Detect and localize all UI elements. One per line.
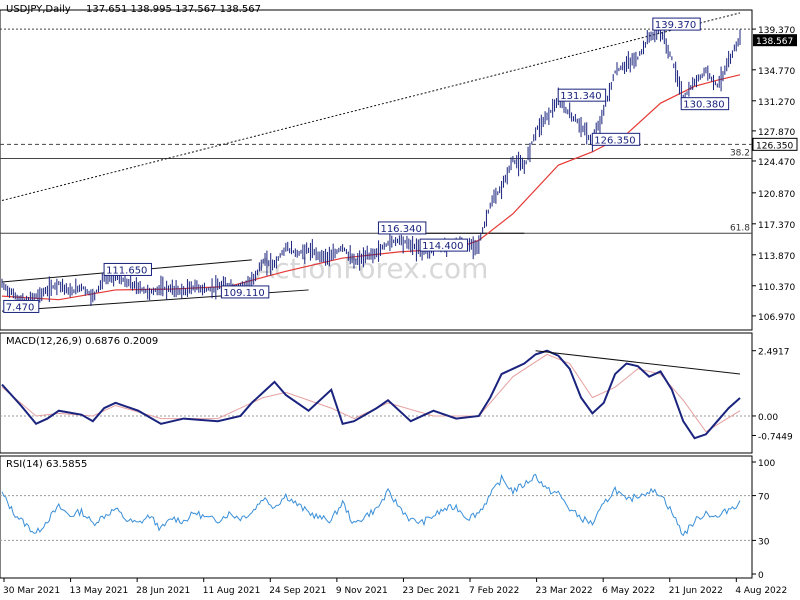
time-axis-label: 13 May 2021 xyxy=(70,586,129,596)
macd-line xyxy=(1,349,741,440)
price-title: USDJPY,Daily xyxy=(6,4,71,15)
price-axis-label: 106.970 xyxy=(758,313,795,323)
annotation-label: 130.380 xyxy=(683,100,724,111)
time-axis-label: 23 Mar 2022 xyxy=(536,586,593,596)
annotation-box xyxy=(377,221,427,235)
rsi-panel-frame xyxy=(0,455,753,579)
annotation-label: 7.470 xyxy=(6,302,35,313)
rsi-axis: 100 70 30 0 xyxy=(752,459,775,581)
price-axis-label: 110.370 xyxy=(758,283,795,293)
annotation-label: 126.350 xyxy=(594,135,635,146)
fib-label: 61.8 xyxy=(730,223,750,233)
rsi-layer xyxy=(0,473,752,541)
annotation-box xyxy=(419,238,468,252)
time-axis-label: 23 Dec 2021 xyxy=(402,586,460,596)
annotation-box xyxy=(3,299,40,313)
annotation-box xyxy=(591,132,641,146)
rsi-panel: RSI(14) 63.5855 100 70 30 0 xyxy=(0,455,775,581)
macd-axis-label: -0.7449 xyxy=(758,432,793,442)
macd-axis-label: 0.00 xyxy=(758,413,778,423)
annotation-box xyxy=(220,285,270,299)
time-axis-label: 24 Sep 2021 xyxy=(269,586,326,596)
rsi-axis-label: 100 xyxy=(758,459,775,469)
annotation-label: 116.340 xyxy=(380,224,421,235)
price-axis-label: 124.470 xyxy=(758,158,795,168)
level-axis-label: 126.350 xyxy=(756,141,793,151)
price-axis-label: 127.870 xyxy=(758,128,795,138)
annotation-label: 139.370 xyxy=(655,20,696,31)
time-axis-label: 30 Mar 2021 xyxy=(3,586,60,596)
price-panel-frame xyxy=(0,9,753,331)
ohlc-header: 137.651 138.995 137.567 138.567 xyxy=(86,4,261,15)
time-axis-label: 7 Feb 2022 xyxy=(469,586,519,596)
watermark: ActionForex.com xyxy=(256,252,489,285)
macd-panel: MACD(12,26,9) 0.6876 0.2009 2.4917 0.00 -0… xyxy=(0,332,793,454)
price-panel: USDJPY,Daily 137.651 138.995 137.567 138… xyxy=(0,4,798,331)
annotation-box xyxy=(652,17,701,31)
price-axis-label: 120.870 xyxy=(758,190,795,200)
last-price-label: 138.567 xyxy=(756,37,793,47)
price-axis: 139.370 134.770 131.270 127.870 124.470 120.8… xyxy=(752,26,798,323)
time-axis-label: 9 Nov 2021 xyxy=(336,586,388,596)
rsi-title: RSI(14) 63.5855 xyxy=(6,459,87,470)
fib-label: 38.2 xyxy=(730,148,750,158)
time-axis-label: 6 May 2022 xyxy=(602,586,655,596)
time-axis-label: 11 Aug 2021 xyxy=(203,586,261,596)
annotation-label: 111.650 xyxy=(106,265,147,276)
macd-trend-line xyxy=(535,350,741,375)
macd-axis-label: 2.4917 xyxy=(758,348,790,358)
trend-line xyxy=(1,12,741,202)
rsi-axis-label: 0 xyxy=(758,571,764,581)
price-axis-label: 134.770 xyxy=(758,67,795,77)
time-axis-label: 4 Aug 2022 xyxy=(735,586,787,596)
time-axis-label: 21 Jun 2022 xyxy=(669,586,723,596)
rsi-axis-label: 70 xyxy=(758,493,770,503)
annotation-label: 114.400 xyxy=(422,241,463,252)
price-axis-label: 113.870 xyxy=(758,252,795,262)
time-axis: 30 Mar 2021 13 May 2021 28 Jun 2021 11 Aug … xyxy=(3,578,787,596)
last-price-box xyxy=(753,34,797,47)
price-layer: 38.2 61.8 139.370 131.340 130.380 126.350 116.… xyxy=(0,12,752,313)
macd-layer xyxy=(0,349,752,440)
annotation-label: 131.340 xyxy=(560,91,601,102)
time-axis-label: 28 Jun 2021 xyxy=(136,586,190,596)
annotation-box xyxy=(557,88,607,102)
annotation-box xyxy=(680,97,730,111)
level-axis-box xyxy=(752,137,798,151)
macd-panel-frame xyxy=(0,332,753,454)
annotation-label: 109.110 xyxy=(223,288,264,299)
price-axis-label: 139.370 xyxy=(758,26,795,36)
price-axis-label: 131.270 xyxy=(758,98,795,108)
macd-axis: 2.4917 0.00 -0.7449 xyxy=(752,348,793,442)
macd-title: MACD(12,26,9) 0.6876 0.2009 xyxy=(6,336,158,347)
annotation-box xyxy=(103,262,152,276)
price-axis-label: 117.370 xyxy=(758,221,795,231)
rsi-line xyxy=(1,473,741,537)
rsi-axis-label: 30 xyxy=(758,537,770,547)
